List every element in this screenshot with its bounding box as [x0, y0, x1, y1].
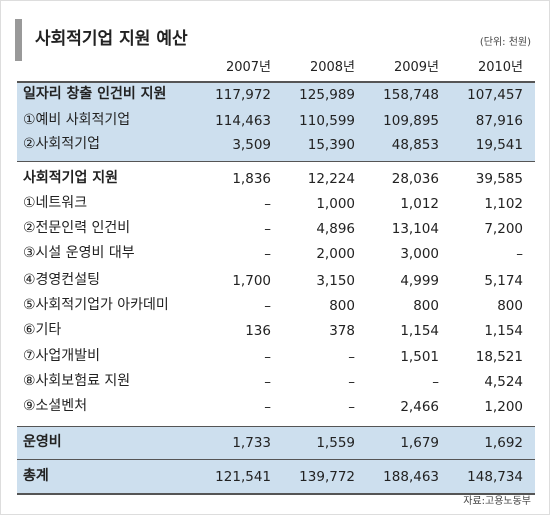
- row-label: ⑦사업개발비: [23, 348, 100, 364]
- cell: 87,916: [475, 113, 523, 129]
- cell: 1,012: [400, 196, 439, 212]
- cell: 1,102: [484, 196, 523, 212]
- source: 자료:고용노동부: [463, 496, 531, 507]
- cell: 109,895: [383, 113, 439, 129]
- cell: 2,000: [316, 246, 355, 262]
- cell: –: [348, 399, 355, 415]
- cell: 1,733: [232, 435, 271, 451]
- cell: 114,463: [215, 113, 271, 129]
- cell: 48,853: [391, 137, 439, 153]
- column-header: 2010년: [477, 60, 523, 75]
- cell: 4,524: [484, 374, 523, 390]
- title: 사회적기업 지원 예산: [35, 29, 188, 49]
- cell: 121,541: [215, 469, 271, 485]
- cell: 139,772: [299, 469, 355, 485]
- row-label: 일자리 창출 인건비 지원: [23, 86, 167, 102]
- cell: 12,224: [307, 171, 355, 187]
- rule: [17, 459, 535, 460]
- cell: 1,154: [484, 323, 523, 339]
- cell: 18,521: [475, 349, 523, 365]
- row-label: 운영비: [23, 434, 62, 450]
- shade: [17, 81, 535, 161]
- cell: –: [264, 298, 271, 314]
- cell: –: [264, 374, 271, 390]
- cell: 1,559: [316, 435, 355, 451]
- column-header: 2008년: [309, 60, 355, 75]
- cell: 117,972: [215, 87, 271, 103]
- cell: 4,896: [316, 221, 355, 237]
- cell: 1,154: [400, 323, 439, 339]
- title-bar: [15, 19, 22, 61]
- row-label: ④경영컨설팅: [23, 272, 100, 288]
- row-label: ⑨소셜벤처: [23, 398, 88, 414]
- cell: 125,989: [299, 87, 355, 103]
- cell: 158,748: [383, 87, 439, 103]
- cell: –: [264, 349, 271, 365]
- cell: 1,836: [232, 171, 271, 187]
- cell: 7,200: [484, 221, 523, 237]
- cell: 136: [245, 323, 271, 339]
- row-label: ③시설 운영비 대부: [23, 245, 135, 261]
- rule: [17, 493, 535, 495]
- cell: –: [264, 196, 271, 212]
- cell: 13,104: [391, 221, 439, 237]
- cell: 800: [413, 298, 439, 314]
- column-header: 2009년: [393, 60, 439, 75]
- shade: [17, 459, 535, 493]
- cell: 4,999: [400, 273, 439, 289]
- rule: [17, 81, 535, 83]
- row-label: ②전문인력 인건비: [23, 220, 131, 236]
- cell: 1,200: [484, 399, 523, 415]
- cell: –: [348, 349, 355, 365]
- rule: [17, 426, 535, 427]
- cell: 107,457: [467, 87, 523, 103]
- cell: 3,000: [400, 246, 439, 262]
- shade: [17, 426, 535, 459]
- row-label: ⑤사회적기업가 아카데미: [23, 297, 169, 313]
- cell: 15,390: [307, 137, 355, 153]
- row-label: 사회적기업 지원: [23, 170, 119, 186]
- cell: 1,501: [400, 349, 439, 365]
- cell: 3,150: [316, 273, 355, 289]
- cell: 3,509: [232, 137, 271, 153]
- row-label: 총계: [23, 468, 49, 484]
- cell: –: [516, 246, 523, 262]
- column-header: 2007년: [225, 60, 271, 75]
- cell: 28,036: [391, 171, 439, 187]
- cell: 1,692: [484, 435, 523, 451]
- row-label: ①네트워크: [23, 195, 88, 211]
- unit: (단위: 천원): [479, 37, 531, 48]
- cell: 378: [329, 323, 355, 339]
- cell: –: [432, 374, 439, 390]
- cell: 39,585: [475, 171, 523, 187]
- cell: 800: [329, 298, 355, 314]
- cell: 1,700: [232, 273, 271, 289]
- row-label: ②사회적기업: [23, 136, 100, 152]
- row-label: ⑧사회보험료 지원: [23, 373, 131, 389]
- cell: –: [264, 399, 271, 415]
- cell: 2,466: [400, 399, 439, 415]
- cell: 19,541: [475, 137, 523, 153]
- row-label: ⑥기타: [23, 322, 62, 338]
- cell: 5,174: [484, 273, 523, 289]
- row-label: ①예비 사회적기업: [23, 112, 131, 128]
- cell: 800: [497, 298, 523, 314]
- cell: 110,599: [299, 113, 355, 129]
- rule: [17, 161, 535, 162]
- cell: 188,463: [383, 469, 439, 485]
- cell: 1,679: [400, 435, 439, 451]
- cell: –: [264, 246, 271, 262]
- cell: 1,000: [316, 196, 355, 212]
- cell: –: [348, 374, 355, 390]
- cell: –: [264, 221, 271, 237]
- cell: 148,734: [467, 469, 523, 485]
